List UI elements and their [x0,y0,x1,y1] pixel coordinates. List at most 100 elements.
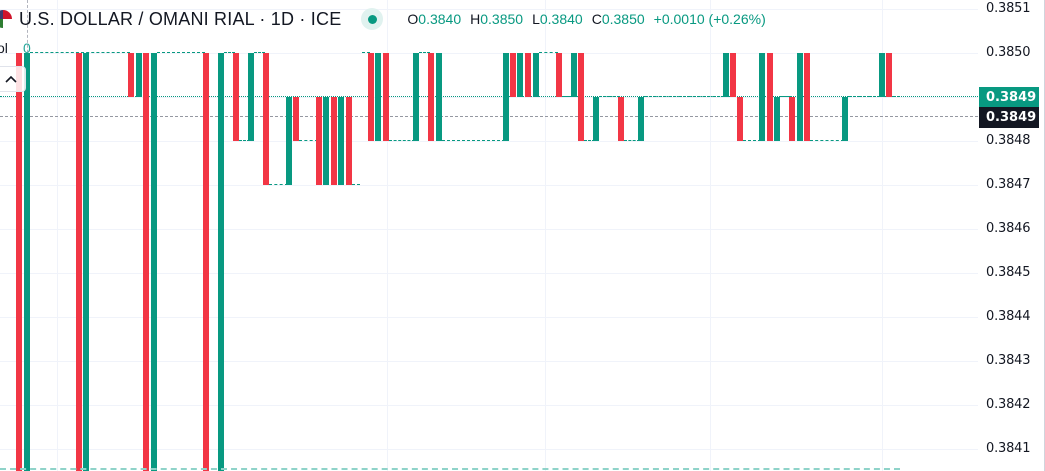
last-price-line [0,96,978,97]
doji-candle [299,140,318,141]
candle-down [789,97,795,141]
grid-line-vertical [387,0,388,471]
candle-up [436,53,442,141]
high-label: H [470,11,481,27]
price-tick-label: 0.3848 [986,133,1031,148]
candle-down [383,53,389,141]
doji-candle [892,96,900,97]
open-label: O [407,11,419,27]
price-tick-label: 0.3842 [986,397,1031,412]
open-value: 0.3840 [418,11,462,27]
grid-line-horizontal [0,229,978,230]
candle-down [368,53,374,141]
doji-candle [562,96,573,97]
candle-down [578,53,584,141]
doji-candle [442,140,505,141]
market-status-indicator[interactable] [361,8,384,30]
grid-line-horizontal [0,361,978,362]
price-tick-label: 0.3844 [986,309,1031,324]
volume-label[interactable]: ol [0,40,8,56]
doji-candle [269,184,288,185]
candle-down [316,97,322,185]
candle-up [571,53,577,97]
candle-down [233,53,239,141]
candle-up [323,97,329,185]
grid-line-horizontal [0,405,978,406]
price-tick-label: 0.3841 [986,441,1031,456]
doji-candle [743,140,761,141]
price-axis[interactable]: 0.3851 0.3850 0.3849 0.3848 0.3847 0.3846 0.38… [978,0,1045,471]
crosshair-horizontal-line [0,116,978,117]
collapse-legend-button[interactable] [0,66,26,92]
candle-down [618,97,624,141]
candle-down [428,53,434,141]
candle-up [413,53,419,141]
candle-down [331,97,337,185]
candle-down [525,53,531,97]
low-value: 0.3840 [539,11,583,27]
chart-pane[interactable]: U.S. DOLLAR / OMANI RIAL · 1D · ICE O0.3… [0,0,978,471]
candle-down [737,97,743,141]
candle-up [842,97,848,141]
candle-down [886,53,892,97]
candle-down [143,53,149,471]
doji-candle [157,52,205,53]
candle-down [16,53,22,471]
volume-value: 0 [23,40,31,56]
close-value: 0.3850 [601,11,645,27]
candle-down [510,53,516,97]
candle-up [375,53,381,141]
candle-up [759,53,765,141]
candle-down [346,97,352,185]
high-value: 0.3850 [480,11,524,27]
candle-down [767,53,773,141]
doji-candle [30,52,130,53]
doji-candle [599,96,620,97]
price-tick-label: 0.3846 [986,221,1031,236]
crosshair-price-tag: 0.3849 [979,107,1039,128]
doji-candle [584,140,595,141]
candle-up [638,97,644,141]
candle-up [338,97,344,185]
doji-candle [254,52,265,53]
ohlc-values: O0.3840 H0.3850 L0.3840 C0.3850 [407,11,644,27]
price-tick-label: 0.3850 [986,45,1031,60]
grid-line-vertical [882,0,883,471]
doji-candle [352,184,360,185]
candle-up [24,53,30,471]
low-label: L [532,11,540,27]
doji-candle [224,52,235,53]
candle-up [248,53,254,141]
doji-candle [362,52,370,53]
doji-candle [848,96,881,97]
grid-line-horizontal [0,9,978,10]
price-tick-label: 0.3843 [986,353,1031,368]
price-change: +0.0010 (+0.26%) [653,11,766,27]
grid-line-horizontal [0,141,978,142]
candle-down [730,53,736,97]
grid-line-vertical [710,0,711,471]
candle-up [723,53,729,97]
candle-up [218,53,224,471]
candle-up [136,53,142,97]
candle-down [128,53,134,97]
candle-up [517,53,523,97]
grid-line-horizontal [0,53,978,54]
chevron-up-icon [5,75,17,83]
price-tick-label: 0.3851 [986,1,1031,16]
doji-candle [624,140,640,141]
symbol-title[interactable]: U.S. DOLLAR / OMANI RIAL · 1D · ICE [19,8,342,29]
doji-candle [644,96,725,97]
price-tick-label: 0.3847 [986,177,1031,192]
symbol-legend: U.S. DOLLAR / OMANI RIAL · 1D · ICE O0.3… [0,6,766,32]
candle-up [503,53,509,141]
candle-up [151,53,157,471]
close-label: C [591,11,602,27]
candle-up [286,97,292,185]
doji-candle [780,96,791,97]
candle-down [556,53,562,97]
grid-line-horizontal [0,273,978,274]
candle-down [203,53,209,471]
doji-candle [419,52,430,53]
doji-candle [539,52,558,53]
